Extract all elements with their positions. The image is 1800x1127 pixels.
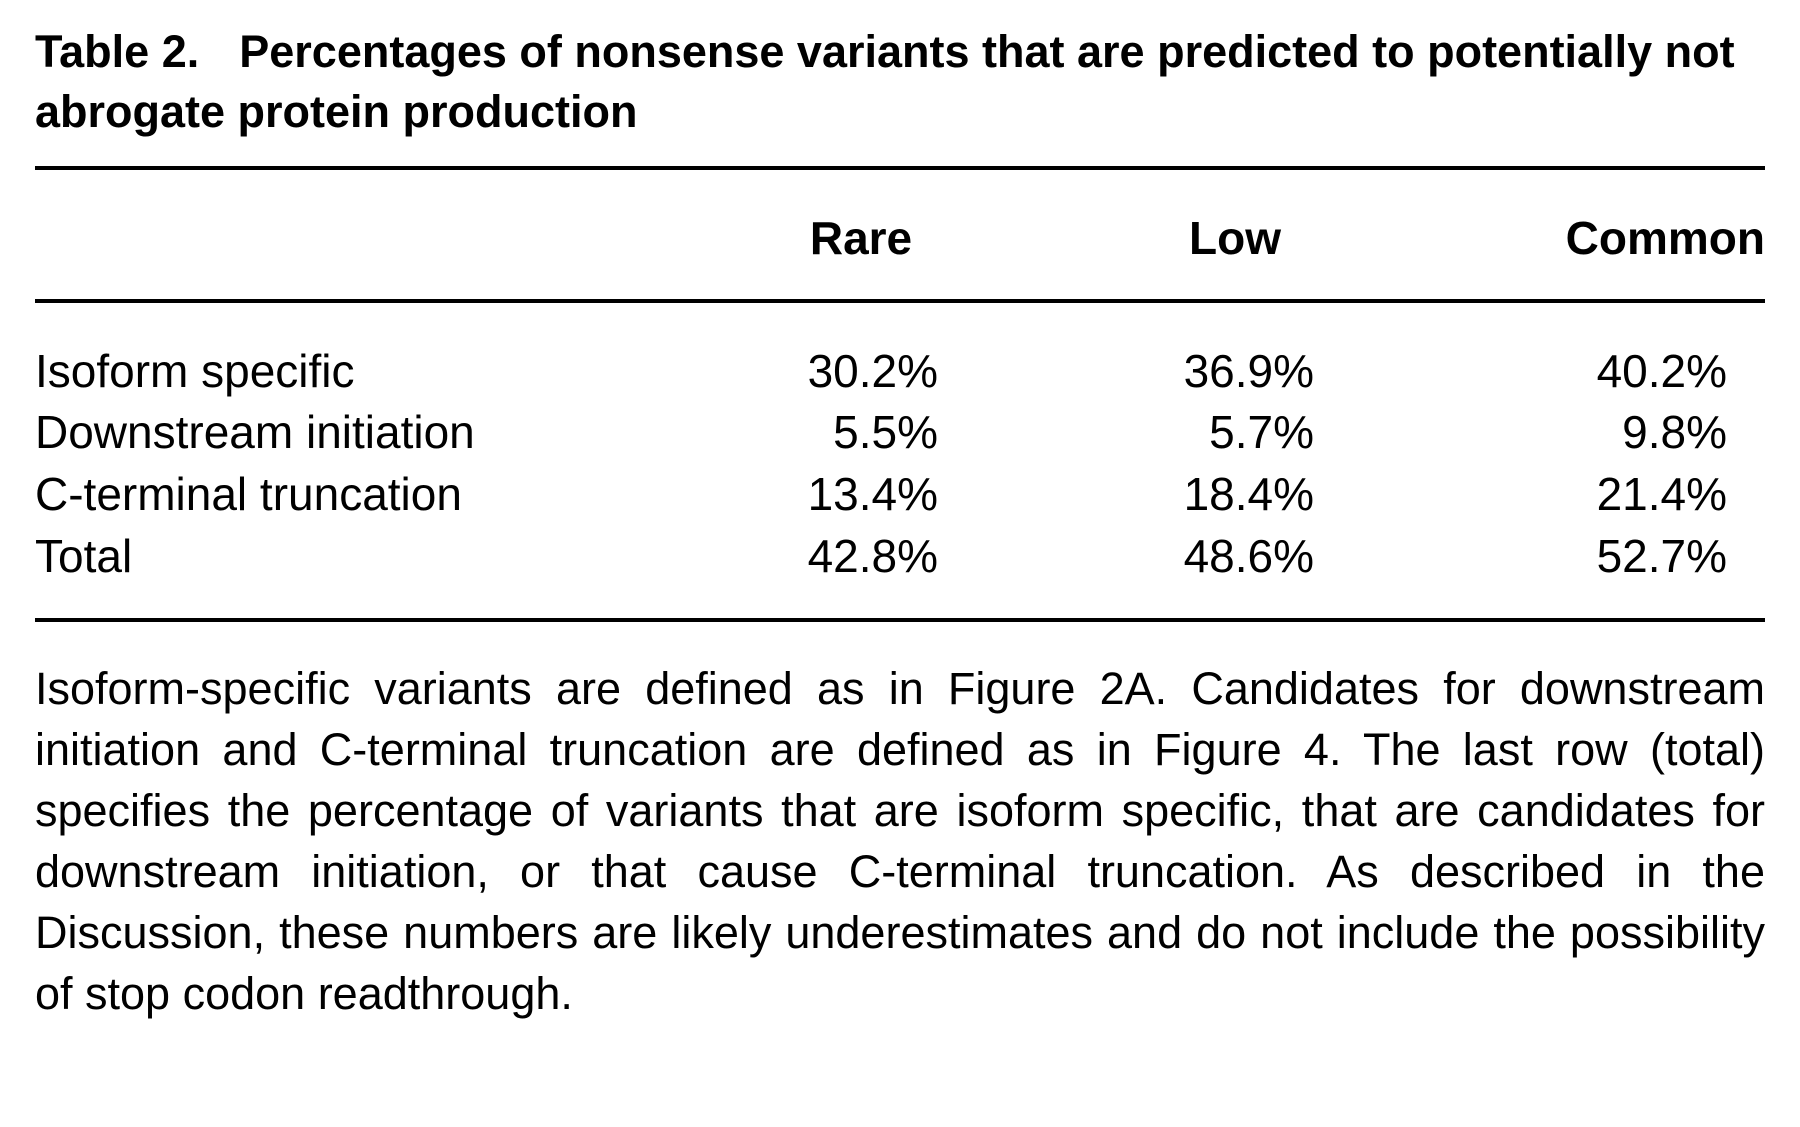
row-label: Total xyxy=(35,530,133,582)
value-cell: 21.4% xyxy=(1596,468,1727,520)
table-label: Table 2. xyxy=(35,26,200,77)
value-cell: 42.8% xyxy=(807,530,938,582)
column-header: Rare xyxy=(809,212,913,264)
value-cell: 48.6% xyxy=(1183,530,1314,582)
column-header: Common xyxy=(1565,212,1765,264)
title-text: Percentages of nonsense variants that ar… xyxy=(35,26,1735,137)
table-title: Table 2. Percentages of nonsense variants… xyxy=(35,22,1765,142)
header-rule xyxy=(35,299,1765,303)
row-label: C-terminal truncation xyxy=(35,468,462,520)
value-cell: 5.5% xyxy=(833,406,938,458)
row-label: Downstream initiation xyxy=(35,406,475,458)
value-cell: 9.8% xyxy=(1622,406,1727,458)
value-cell: 5.7% xyxy=(1209,406,1314,458)
top-rule xyxy=(35,166,1765,170)
value-cell: 52.7% xyxy=(1596,530,1727,582)
footnote: Isoform-specific variants are defined as… xyxy=(35,663,1765,1019)
value-cell: 18.4% xyxy=(1183,468,1314,520)
value-cell: 13.4% xyxy=(807,468,938,520)
value-cell: 30.2% xyxy=(807,345,938,397)
column-header: Low xyxy=(1189,212,1281,264)
bottom-rule xyxy=(35,618,1765,622)
value-cell: 40.2% xyxy=(1596,345,1727,397)
row-label: Isoform specific xyxy=(35,345,355,397)
value-cell: 36.9% xyxy=(1183,345,1314,397)
